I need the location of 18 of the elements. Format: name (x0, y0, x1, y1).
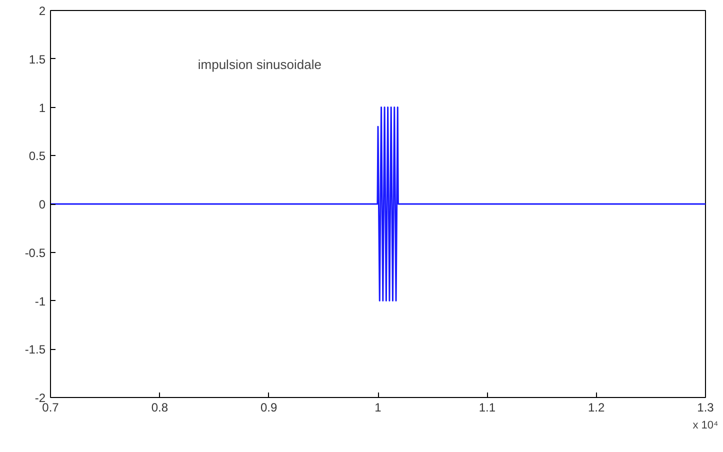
y-tick-label: 1.5 (28, 52, 46, 66)
y-tick-label: 0 (38, 198, 46, 212)
y-tick-label: 0.5 (28, 149, 46, 164)
y-tick-label: 2 (38, 4, 46, 18)
y-tick-label: -0.5 (24, 246, 46, 260)
x-tick-label: 1.3 (697, 400, 714, 414)
x-tick-label: 0.9 (260, 400, 278, 414)
line-series (50, 106, 706, 302)
y-tick-label: -1 (34, 294, 46, 308)
x-tick-label: 1.2 (588, 400, 605, 414)
y-tick-label: 1 (38, 100, 46, 115)
x-tick-label: 1 (374, 400, 382, 414)
x-axis-title: x 10⁴ (692, 420, 719, 432)
x-tick-label: 0.8 (151, 400, 168, 414)
y-tick-label: -1.5 (24, 342, 46, 357)
x-tick-label: 1.1 (478, 400, 496, 414)
annotation: impulsion sinusoidale (198, 57, 322, 72)
x-tick-label: 0.7 (42, 400, 60, 414)
